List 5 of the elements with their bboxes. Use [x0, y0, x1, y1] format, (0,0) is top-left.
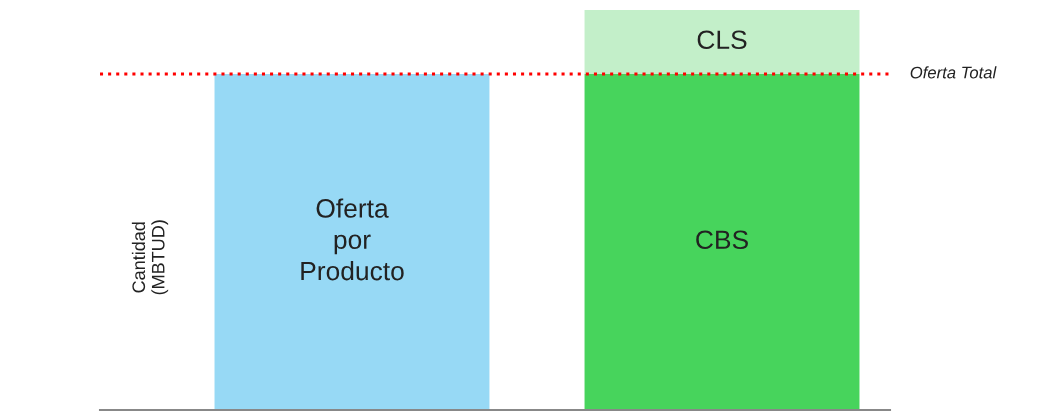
y-axis-title: Cantidad (MBTUD): [131, 220, 169, 295]
series-label: Oferta por Producto: [301, 198, 404, 281]
ref-line-label: Oferta Total: [910, 66, 997, 79]
series-label: CBS: [696, 230, 748, 250]
series-label: CLS: [697, 30, 747, 50]
